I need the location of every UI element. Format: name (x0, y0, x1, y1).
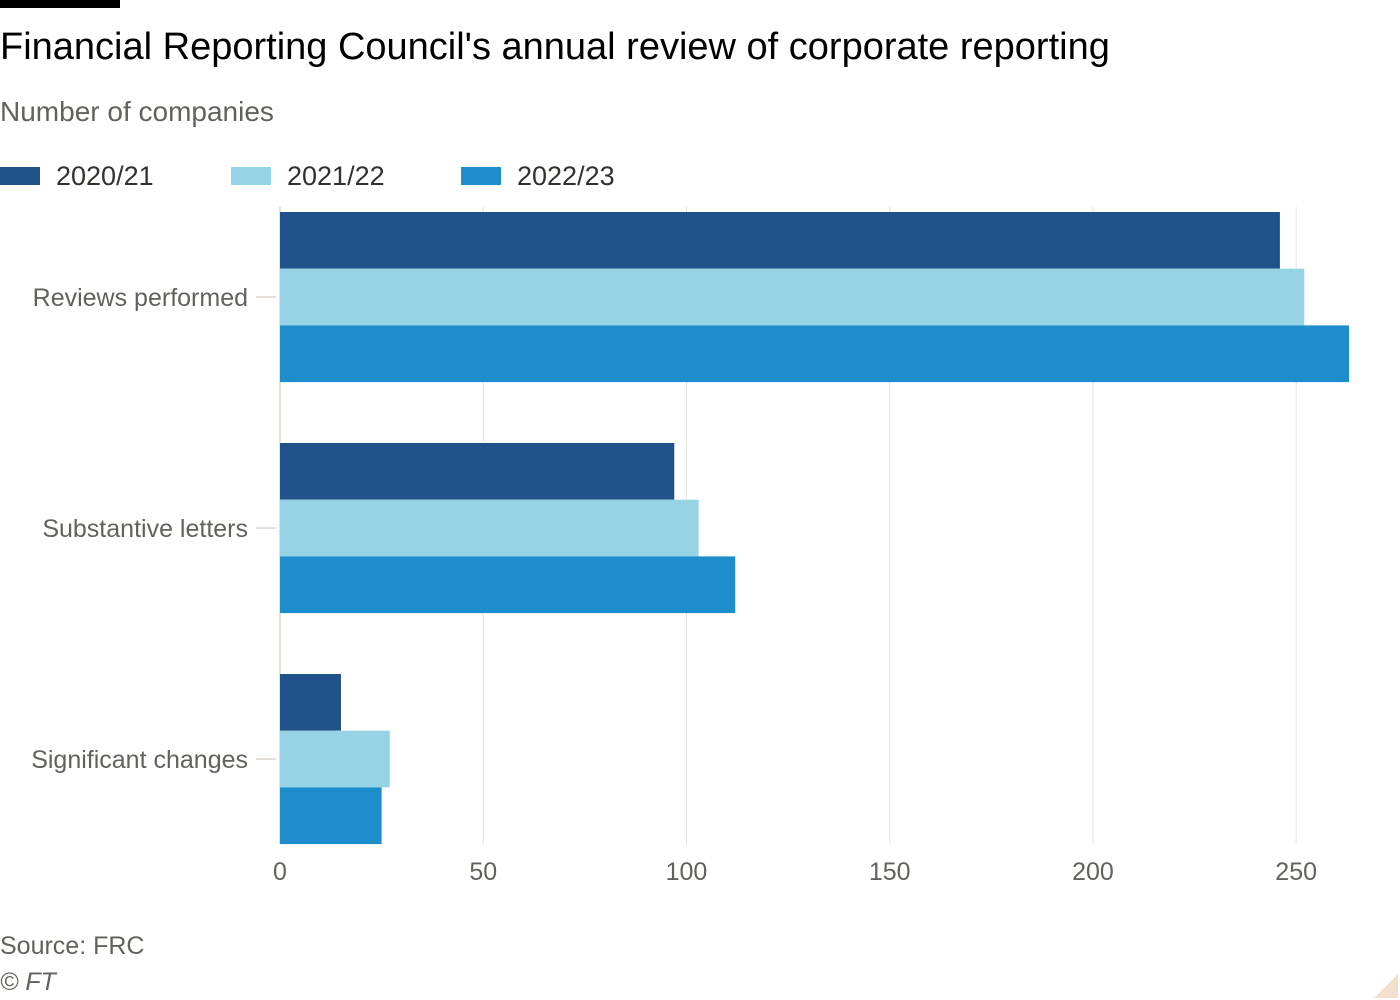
category-label: Reviews performed (33, 284, 248, 312)
category-label: Substantive letters (42, 515, 248, 543)
legend-swatch-2021-22 (231, 167, 271, 185)
legend-item-2020-21: 2020/21 (0, 158, 154, 194)
bar (280, 325, 1349, 383)
top-rule (0, 0, 120, 8)
category-label: Significant changes (31, 746, 248, 774)
bar (280, 787, 382, 845)
bar (280, 212, 1280, 269)
legend-item-2022-23: 2022/23 (461, 158, 615, 194)
bar (280, 730, 390, 788)
source-note: Source: FRC (0, 932, 145, 960)
x-tick-label: 100 (666, 858, 708, 886)
bar (280, 268, 1305, 326)
copyright-note: © FT (0, 968, 56, 996)
legend-label-2022-23: 2022/23 (517, 160, 615, 191)
chart-subtitle: Number of companies (0, 96, 274, 127)
x-tick-label: 150 (869, 858, 911, 886)
x-tick-label: 50 (469, 858, 497, 886)
legend-swatch-2020-21 (0, 167, 40, 185)
x-tick-label: 0 (273, 858, 287, 886)
bar (280, 674, 341, 731)
bar (280, 556, 736, 614)
chart-title: Financial Reporting Council's annual rev… (0, 26, 1110, 68)
legend-label-2021-22: 2021/22 (287, 160, 385, 191)
legend-item-2021-22: 2021/22 (231, 158, 385, 194)
x-tick-label: 250 (1275, 858, 1317, 886)
legend-swatch-2022-23 (461, 167, 501, 185)
corner-triangle-icon (1374, 974, 1398, 998)
legend-label-2020-21: 2020/21 (56, 160, 154, 191)
bar-chart: Reviews performed Substantive letters Sign… (31, 207, 1349, 886)
bar (280, 443, 675, 500)
bar (280, 499, 699, 557)
x-tick-label: 200 (1072, 858, 1114, 886)
